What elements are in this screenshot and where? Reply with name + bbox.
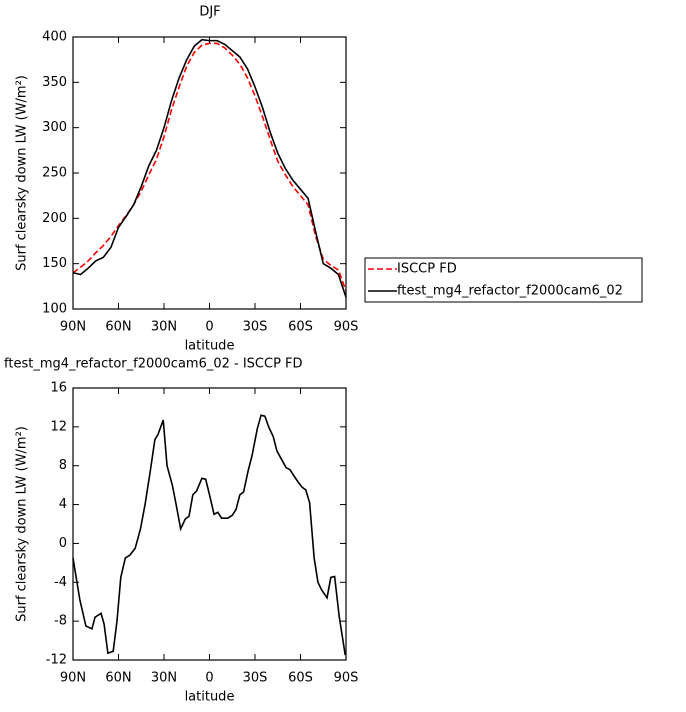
x-axis-label: latitude	[185, 690, 235, 705]
x-tick-label: 90S	[334, 320, 359, 335]
y-tick-label: 400	[42, 30, 67, 45]
y-tick-label: 200	[42, 211, 67, 226]
x-tick-label: 30S	[243, 671, 268, 686]
y-tick-label: -12	[46, 653, 67, 668]
y-axis-label: Surf clearsky down LW (W/m²)	[15, 75, 30, 271]
x-tick-label: 60N	[105, 320, 131, 335]
x-tick-label: 90N	[60, 320, 86, 335]
y-tick-label: -4	[54, 575, 67, 590]
y-tick-label: 350	[42, 75, 67, 90]
x-axis-label: latitude	[185, 339, 235, 354]
y-tick-label: 8	[59, 458, 67, 473]
chart-title: ftest_mg4_refactor_f2000cam6_02 - ISCCP …	[4, 357, 303, 372]
legend-box	[364, 257, 643, 303]
chart-title: DJF	[199, 5, 220, 20]
y-tick-label: 16	[50, 381, 67, 396]
plot-frame	[72, 36, 347, 310]
plot-frame	[72, 387, 347, 661]
x-tick-label: 0	[205, 671, 213, 686]
series-line	[72, 38, 347, 298]
y-tick-label: 250	[42, 166, 67, 181]
y-tick-label: 4	[59, 497, 67, 512]
x-tick-label: 90N	[60, 671, 86, 686]
y-tick-label: 300	[42, 120, 67, 135]
x-tick-label: 30N	[151, 320, 177, 335]
y-tick-label: 150	[42, 256, 67, 271]
y-tick-label: 0	[59, 536, 67, 551]
y-tick-label: 100	[42, 302, 67, 317]
y-tick-label: -8	[54, 614, 67, 629]
series-line	[72, 414, 347, 656]
x-tick-label: 60S	[288, 320, 313, 335]
legend-label: ISCCP FD	[397, 262, 457, 277]
x-tick-label: 60N	[105, 671, 131, 686]
x-tick-label: 0	[205, 320, 213, 335]
series-line	[72, 42, 347, 292]
x-tick-label: 90S	[334, 671, 359, 686]
legend-label: ftest_mg4_refactor_f2000cam6_02	[397, 284, 623, 299]
y-tick-label: 12	[50, 419, 67, 434]
x-tick-label: 30S	[243, 320, 268, 335]
x-tick-label: 30N	[151, 671, 177, 686]
x-tick-label: 60S	[288, 671, 313, 686]
y-axis-label: Surf clearsky down LW (W/m²)	[15, 426, 30, 622]
